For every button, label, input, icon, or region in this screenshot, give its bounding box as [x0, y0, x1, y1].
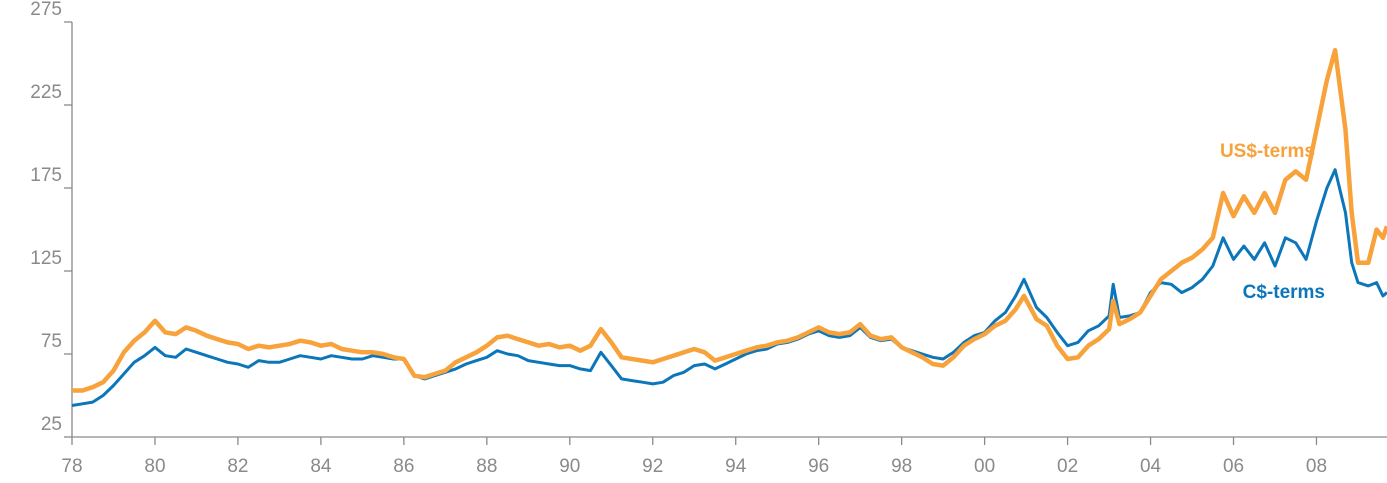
x-tick-label: 96	[808, 456, 829, 477]
x-tick-label: 78	[61, 456, 82, 477]
x-tick-label: 82	[227, 456, 248, 477]
series-label: C$-terms	[1243, 282, 1325, 303]
series-line	[71, 168, 1387, 407]
x-tick-label: 02	[1057, 456, 1078, 477]
x-tick-label: 08	[1306, 456, 1327, 477]
y-tick-label: 25	[41, 414, 62, 435]
y-tick-label: 125	[30, 248, 62, 269]
series-label: US$-terms	[1220, 141, 1315, 162]
x-tick-label: 06	[1223, 456, 1244, 477]
x-tick-label: 84	[310, 456, 332, 477]
x-tick-label: 86	[393, 456, 414, 477]
x-tick-label: 04	[1140, 456, 1162, 477]
y-tick-label: 175	[30, 165, 62, 186]
x-tick-label: 92	[642, 456, 663, 477]
x-tick-label: 98	[891, 456, 912, 477]
y-tick-label: 275	[30, 0, 62, 20]
x-tick-label: 88	[476, 456, 497, 477]
y-tick-label: 75	[41, 331, 62, 352]
x-tick-label: 80	[144, 456, 165, 477]
x-tick-label: 00	[974, 456, 995, 477]
series-line	[72, 47, 1387, 393]
x-tick-label: 94	[725, 456, 747, 477]
x-tick-label: 90	[559, 456, 580, 477]
y-tick-label: 225	[30, 82, 62, 103]
